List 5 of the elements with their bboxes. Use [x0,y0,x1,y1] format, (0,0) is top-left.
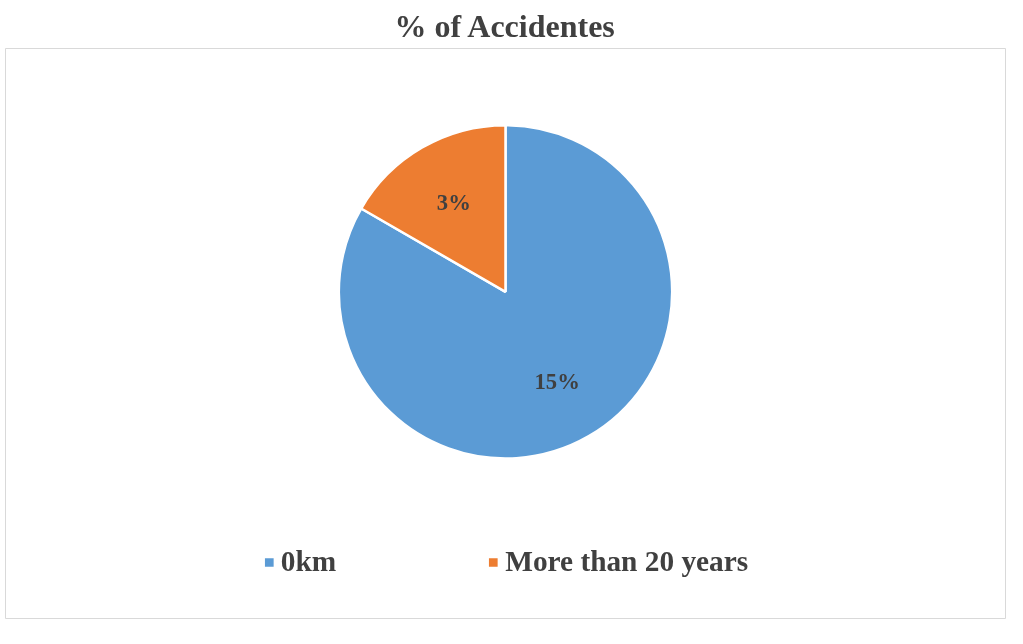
legend-label: 0km [280,545,337,578]
chart-title: % of Accidentes [394,7,615,44]
data-label: 15% [534,368,580,394]
legend-label: More than 20 years [505,545,749,578]
data-label: 3% [436,189,471,215]
